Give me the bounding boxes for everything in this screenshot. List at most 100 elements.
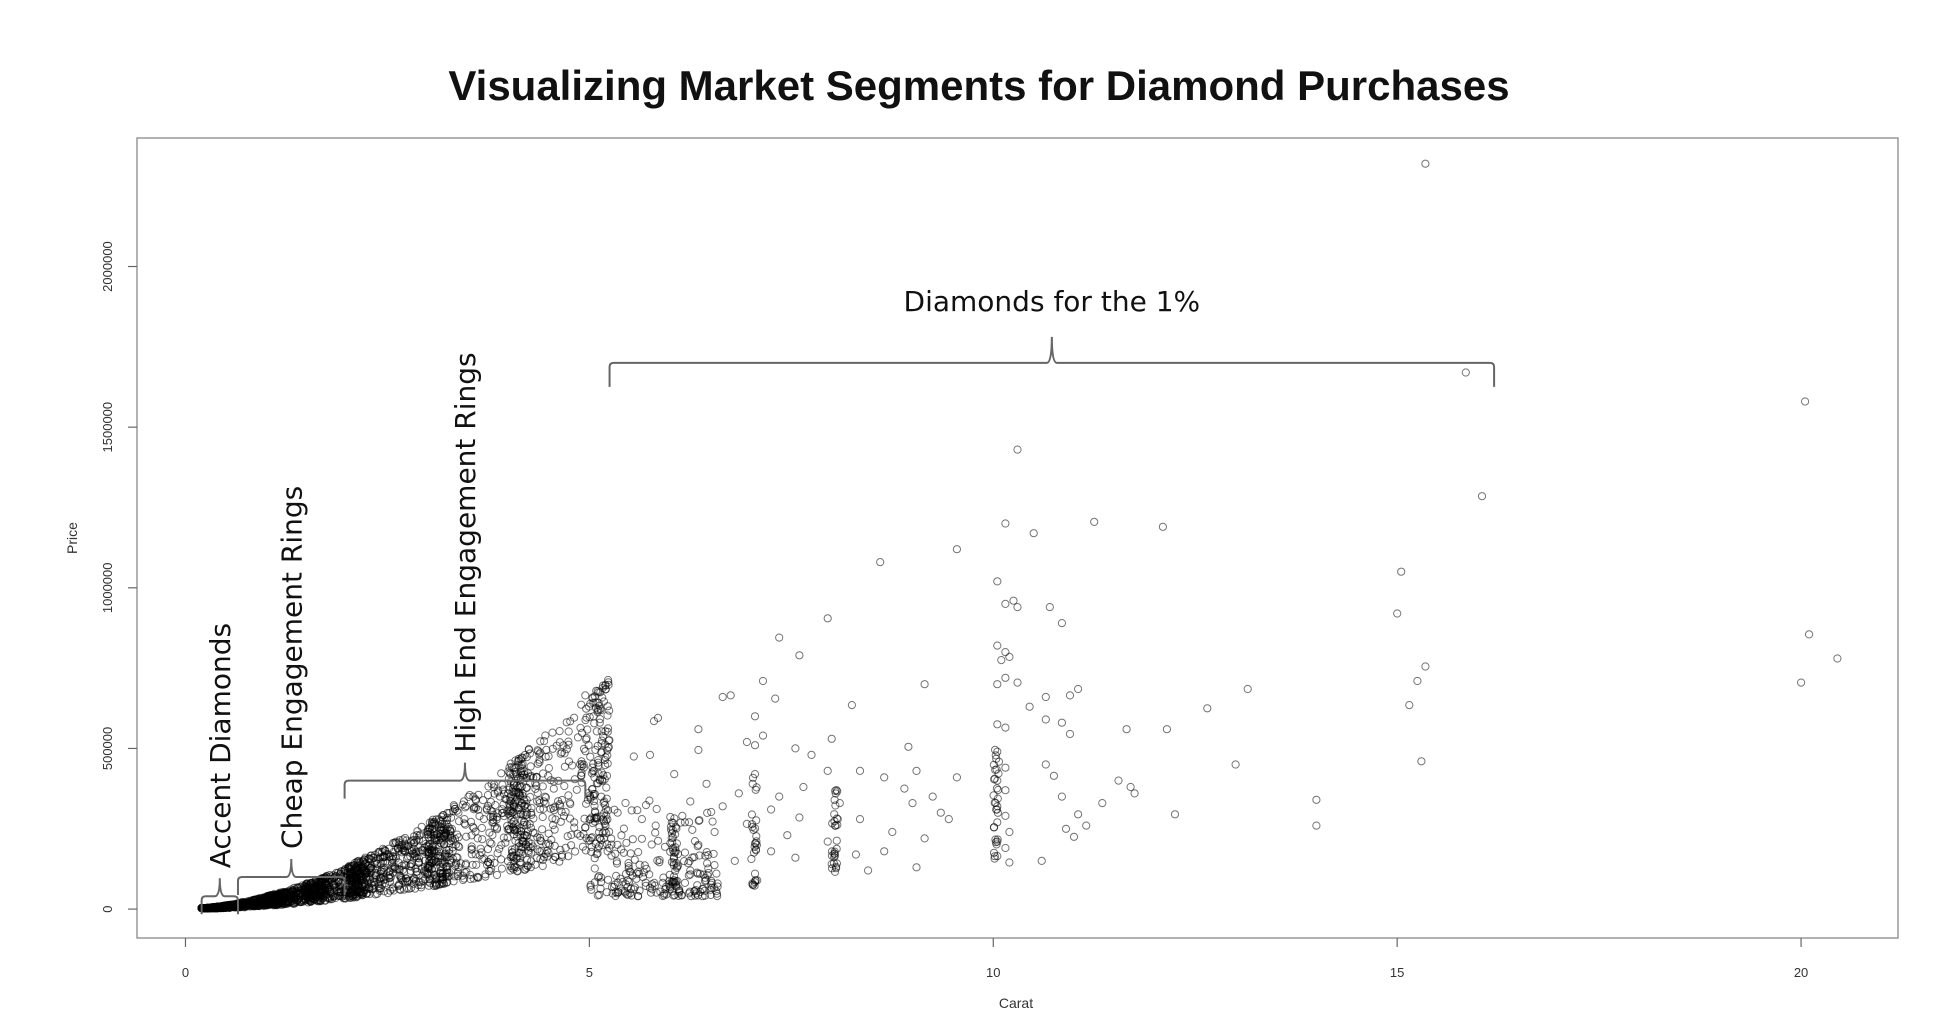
data-point — [633, 806, 642, 815]
data-point — [654, 836, 663, 845]
data-point — [536, 737, 545, 746]
data-point — [516, 810, 525, 819]
data-point — [544, 829, 553, 838]
data-point — [632, 869, 641, 878]
data-point — [577, 700, 586, 709]
data-point — [582, 799, 591, 808]
data-point — [626, 849, 635, 858]
data-point — [566, 717, 575, 726]
data-point — [475, 812, 484, 821]
data-point — [830, 847, 839, 856]
data-point — [693, 842, 702, 851]
data-point — [591, 703, 601, 712]
data-point — [385, 852, 394, 862]
data-point — [560, 781, 569, 791]
data-point — [401, 833, 410, 843]
data-point — [1049, 771, 1059, 780]
data-point — [582, 713, 591, 722]
data-point — [823, 766, 832, 776]
data-point — [1477, 492, 1487, 501]
data-point — [546, 804, 555, 813]
data-point — [1001, 763, 1010, 772]
data-point — [635, 860, 644, 869]
data-point — [398, 835, 407, 844]
data-point — [1312, 821, 1321, 830]
data-point — [619, 824, 629, 833]
data-point — [436, 858, 445, 867]
data-point — [1001, 519, 1010, 528]
data-point — [695, 816, 704, 825]
data-point — [1797, 678, 1806, 687]
data-point — [1065, 691, 1075, 700]
data-point — [467, 850, 476, 859]
data-point — [550, 825, 559, 834]
data-point — [503, 833, 512, 842]
data-point — [601, 681, 610, 690]
data-point — [353, 857, 362, 866]
data-point — [667, 887, 677, 896]
data-point — [544, 764, 554, 773]
data-point — [471, 850, 480, 859]
data-point — [454, 863, 463, 872]
data-point — [629, 752, 638, 761]
data-point — [612, 871, 621, 880]
data-point — [483, 801, 493, 811]
data-point — [832, 836, 841, 845]
data-point — [633, 892, 643, 901]
data-point — [990, 852, 999, 861]
data-point — [460, 819, 469, 828]
data-point — [437, 812, 446, 821]
data-point — [509, 830, 518, 839]
data-point — [1312, 795, 1321, 804]
data-point — [522, 840, 531, 849]
data-point — [578, 728, 587, 738]
data-point — [587, 885, 596, 894]
data-point — [701, 851, 710, 860]
data-point — [832, 786, 841, 795]
data-point — [604, 742, 613, 752]
data-point — [526, 762, 535, 771]
data-point — [666, 883, 675, 892]
segment-bracket — [343, 762, 587, 799]
data-point — [596, 715, 605, 724]
data-point — [671, 848, 680, 857]
data-point — [492, 870, 502, 880]
data-point — [418, 876, 428, 886]
data-point — [488, 807, 497, 816]
data-point — [439, 879, 449, 889]
data-point — [1005, 858, 1014, 867]
data-point — [395, 885, 404, 894]
data-point — [302, 883, 311, 892]
data-point — [669, 854, 679, 863]
data-point — [555, 727, 564, 736]
data-point — [1162, 725, 1172, 734]
data-point — [1461, 368, 1470, 377]
data-point — [304, 893, 313, 903]
data-point — [920, 680, 929, 689]
data-point — [600, 775, 609, 784]
data-point — [590, 773, 599, 782]
data-point — [499, 833, 508, 842]
data-point — [523, 861, 532, 870]
data-point — [990, 854, 999, 863]
data-point — [594, 769, 603, 778]
segment-label: Accent Diamonds — [204, 623, 237, 868]
data-point — [952, 773, 962, 782]
data-point — [527, 848, 536, 857]
data-point — [640, 861, 649, 870]
data-point — [920, 834, 929, 843]
data-point — [199, 904, 208, 913]
data-point — [710, 861, 719, 870]
data-point — [281, 897, 290, 906]
data-point — [652, 888, 661, 897]
data-point — [410, 884, 420, 893]
data-point — [557, 795, 567, 805]
data-point — [370, 880, 379, 889]
data-point — [670, 770, 679, 779]
data-point — [550, 841, 559, 850]
data-point — [440, 831, 449, 840]
data-point — [622, 838, 631, 847]
data-point — [667, 829, 677, 838]
data-point — [1061, 824, 1071, 833]
data-point — [579, 829, 588, 839]
